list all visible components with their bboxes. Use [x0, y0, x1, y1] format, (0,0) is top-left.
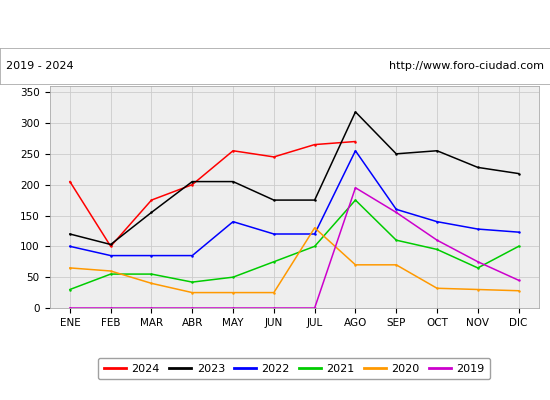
Legend: 2024, 2023, 2022, 2021, 2020, 2019: 2024, 2023, 2022, 2021, 2020, 2019 [98, 358, 490, 379]
Text: Evolucion Nº Turistas Extranjeros en el municipio de Cebreros: Evolucion Nº Turistas Extranjeros en el … [49, 16, 501, 30]
Text: 2019 - 2024: 2019 - 2024 [6, 61, 73, 71]
Text: http://www.foro-ciudad.com: http://www.foro-ciudad.com [389, 61, 544, 71]
